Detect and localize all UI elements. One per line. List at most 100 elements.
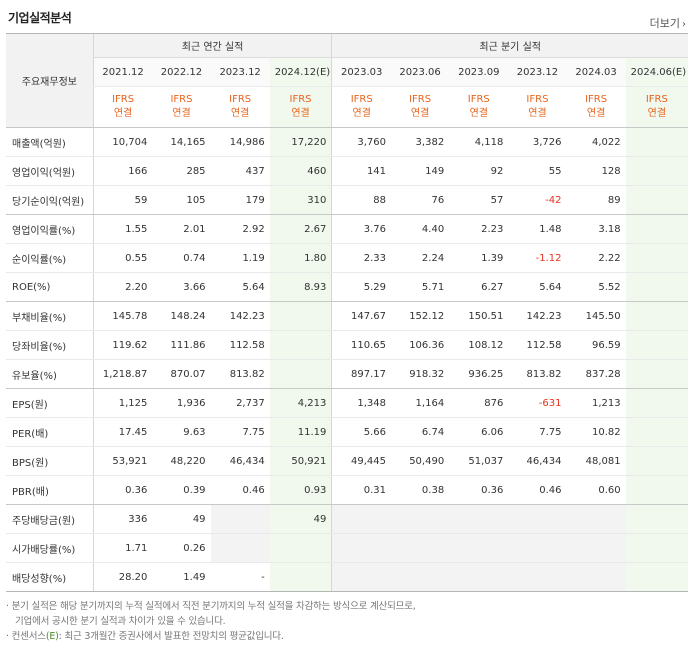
period-header: 2023.12 xyxy=(210,57,270,87)
table-cell: 897.17 xyxy=(331,359,392,389)
table-cell: 59 xyxy=(92,185,153,215)
table-cell: 6.06 xyxy=(449,417,509,447)
more-link[interactable]: 더보기 › xyxy=(650,15,686,31)
row-label: 순이익률(%) xyxy=(6,243,94,273)
table-row: 시가배당률(%) 1.71 0.26 xyxy=(6,533,688,563)
table-cell xyxy=(210,504,270,534)
table-row: PER(배) 17.45 9.63 7.75 11.19 5.66 6.74 6.06 7.75… xyxy=(6,417,688,447)
ifrs-standard: IFRS xyxy=(350,94,373,105)
row-label: BPS(원) xyxy=(6,446,94,476)
table-cell: 0.55 xyxy=(92,243,153,273)
table-row: 주당배당금(원) 336 49 49 xyxy=(6,504,688,534)
row-label: 부채비율(%) xyxy=(6,301,94,331)
table-cell: 50,490 xyxy=(391,446,450,476)
table-cell: 108.12 xyxy=(449,330,509,360)
note-consensus-label: · 컨센서스 xyxy=(6,631,46,642)
table-cell: 28.20 xyxy=(92,562,153,592)
table-cell: 0.38 xyxy=(391,475,450,505)
table-cell: 1,218.87 xyxy=(92,359,153,389)
table-cell xyxy=(269,359,332,389)
more-label: 더보기 xyxy=(649,17,680,30)
table-cell: 48,081 xyxy=(566,446,626,476)
table-cell: 3,726 xyxy=(508,127,567,157)
table-cell: 55 xyxy=(508,156,567,186)
table-cell: 49,445 xyxy=(331,446,392,476)
table-cell: 148.24 xyxy=(152,301,211,331)
table-cell: 145.78 xyxy=(92,301,153,331)
row-label: 당좌비율(%) xyxy=(6,330,94,360)
table-cell: 2,737 xyxy=(210,388,270,418)
table-cell: 2.24 xyxy=(391,243,450,273)
table-row: PBR(배) 0.36 0.39 0.46 0.93 0.31 0.38 0.36 0.46 0.… xyxy=(6,475,688,505)
table-cell xyxy=(566,533,626,563)
table-cell: 112.58 xyxy=(210,330,270,360)
ifrs-standard: IFRS xyxy=(645,94,668,105)
table-cell: 0.39 xyxy=(152,475,211,505)
table-cell xyxy=(625,533,688,563)
note-line-2: 기업에서 공시한 분기 실적과 차이가 있을 수 있습니다. xyxy=(15,616,226,627)
table-cell xyxy=(269,330,332,360)
table-cell xyxy=(331,504,392,534)
table-row: 당기순이익(억원) 59 105 179 310 88 76 57 -42 89 xyxy=(6,185,688,215)
table-cell xyxy=(449,504,509,534)
table-cell: 5.71 xyxy=(391,272,450,302)
table-cell: 128 xyxy=(566,156,626,186)
table-cell: 0.36 xyxy=(449,475,509,505)
table-cell: 166 xyxy=(92,156,153,186)
table-cell: 145.50 xyxy=(566,301,626,331)
row-label: 영업이익률(%) xyxy=(6,214,94,244)
table-cell: 0.93 xyxy=(269,475,332,505)
table-cell xyxy=(625,272,688,302)
ifrs-label: IFRS 연결 xyxy=(391,86,450,128)
period-header: 2023.12 xyxy=(508,57,567,87)
table-cell: 3.18 xyxy=(566,214,626,244)
table-cell xyxy=(331,562,392,592)
ifrs-consolidated: 연결 xyxy=(352,108,371,119)
note-line-3: · 컨센서스(E): 최근 3개월간 증권사에서 발표한 전망치의 평균값입니다… xyxy=(6,629,416,644)
table-cell xyxy=(625,330,688,360)
notes: · 분기 실적은 해당 분기까지의 누적 실적에서 직전 분기까지의 누적 실적… xyxy=(6,599,416,644)
period-header: 2024.12(E) xyxy=(269,57,332,87)
ifrs-standard: IFRS xyxy=(467,94,490,105)
ifrs-consolidated: 연결 xyxy=(410,108,430,119)
ifrs-standard: IFRS xyxy=(170,94,193,105)
ifrs-label: IFRS 연결 xyxy=(508,86,567,128)
ifrs-standard: IFRS xyxy=(289,94,312,105)
table-cell xyxy=(625,417,688,447)
ifrs-consolidated: 연결 xyxy=(586,108,606,119)
table-cell xyxy=(625,388,688,418)
row-label: ROE(%) xyxy=(6,272,94,302)
table-cell: 2.20 xyxy=(92,272,153,302)
table-cell: 112.58 xyxy=(508,330,567,360)
table-cell xyxy=(625,504,688,534)
table-cell: 2.92 xyxy=(210,214,270,244)
table-cell: 147.67 xyxy=(331,301,392,331)
table-cell: 141 xyxy=(331,156,392,186)
period-header: 2024.06(E) xyxy=(625,57,688,87)
chevron-right-icon: › xyxy=(682,19,686,30)
row-label: PBR(배) xyxy=(6,475,94,505)
table-row: 부채비율(%) 145.78 148.24 142.23 147.67 152.12 150… xyxy=(6,301,688,331)
table-cell: 92 xyxy=(449,156,509,186)
table-cell: 46,434 xyxy=(210,446,270,476)
ifrs-label: IFRS 연결 xyxy=(331,86,392,128)
table-cell: 50,921 xyxy=(269,446,332,476)
table-cell: 48,220 xyxy=(152,446,211,476)
table-cell: 76 xyxy=(391,185,450,215)
ifrs-consolidated: 연결 xyxy=(647,108,667,119)
table-cell: 150.51 xyxy=(449,301,509,331)
table-cell: 437 xyxy=(210,156,270,186)
table-cell: 5.64 xyxy=(508,272,567,302)
table-cell: 1,936 xyxy=(152,388,211,418)
table-row: 순이익률(%) 0.55 0.74 1.19 1.80 2.33 2.24 1.39 -1.12… xyxy=(6,243,688,273)
note-consensus-text: : 최근 3개월간 증권사에서 발표한 전망치의 평균값입니다. xyxy=(58,631,284,642)
ifrs-consolidated: 연결 xyxy=(469,108,488,119)
table-cell: 4.40 xyxy=(391,214,450,244)
table-cell: 6.27 xyxy=(449,272,509,302)
table-cell: 14,986 xyxy=(210,127,270,157)
table-cell: 1,348 xyxy=(331,388,392,418)
period-header: 2022.12 xyxy=(152,57,211,87)
table-cell xyxy=(508,504,567,534)
table-cell: 149 xyxy=(391,156,450,186)
table-cell: 96.59 xyxy=(566,330,626,360)
